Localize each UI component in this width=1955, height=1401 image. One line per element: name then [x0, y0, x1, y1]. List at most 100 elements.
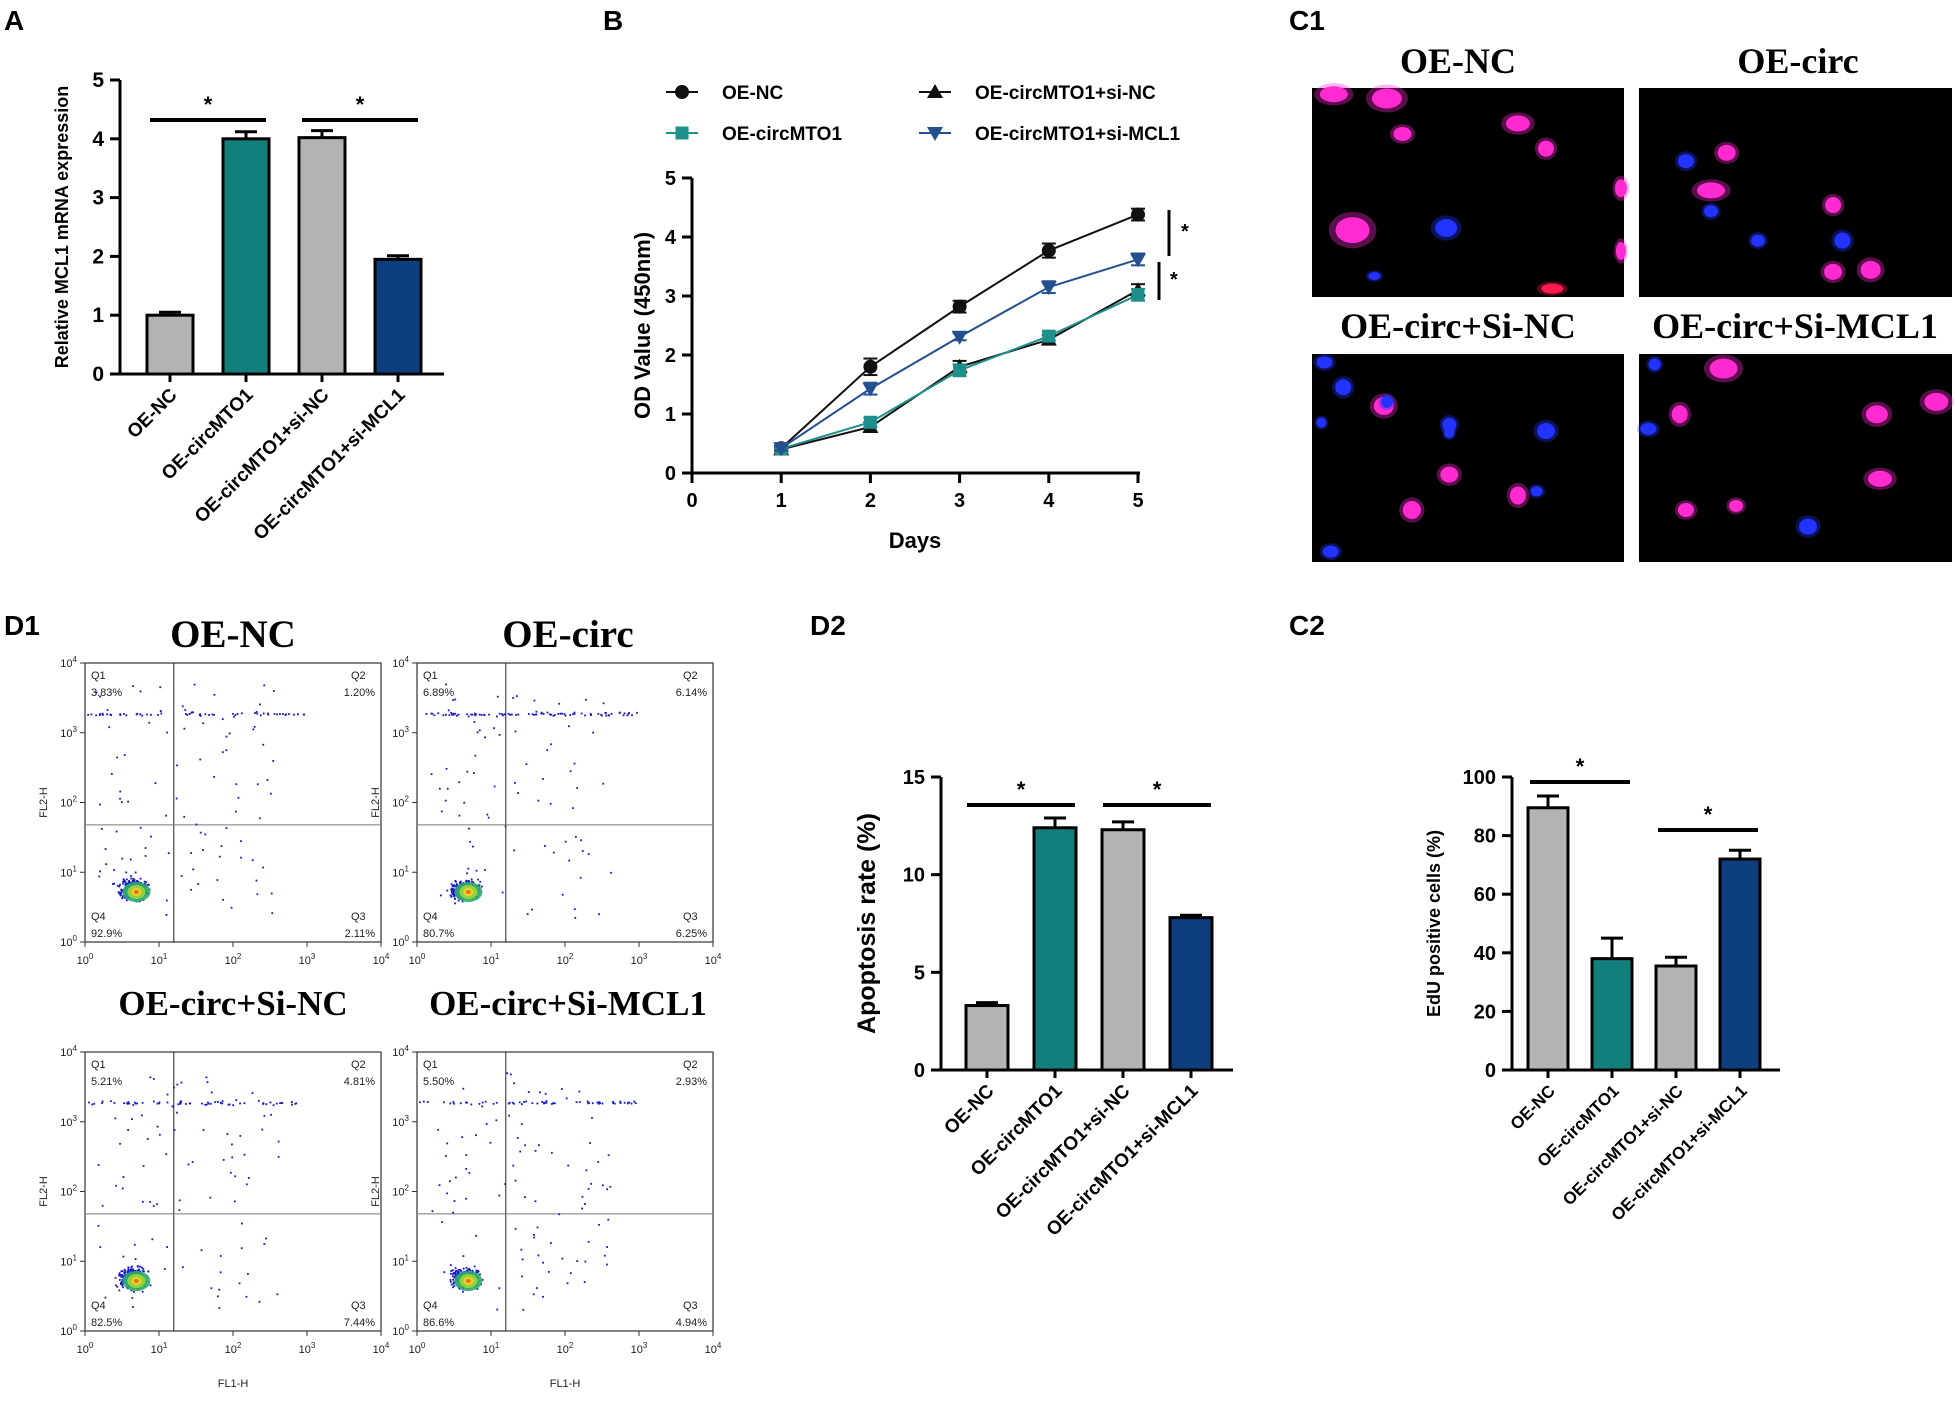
flow-event: [610, 871, 613, 874]
flow-event: [511, 1101, 514, 1104]
flow-event: [459, 880, 462, 883]
flow-event: [488, 713, 490, 716]
flow-event: [137, 880, 140, 883]
x-tick-label: 101: [151, 1341, 168, 1356]
tick-base: 10: [77, 1344, 89, 1356]
tick-exponent: 0: [89, 1341, 94, 1350]
flow-event: [633, 1100, 636, 1103]
flow-event: [231, 712, 234, 715]
flow-event: [99, 695, 102, 698]
quadrant-value-q1: 5.50%: [423, 1076, 454, 1088]
flow-event: [105, 863, 107, 866]
flow-event: [473, 1265, 476, 1268]
series-line: [780, 258, 1139, 450]
flow-event: [150, 713, 152, 716]
flow-event: [507, 1102, 510, 1105]
y-tick-label: 5: [92, 69, 104, 92]
panel-label-d1: D1: [4, 610, 40, 641]
tick-exponent: 2: [73, 1184, 78, 1193]
flow-event: [473, 721, 476, 723]
flow-event: [143, 1270, 145, 1273]
flow-event: [453, 1102, 455, 1105]
flow-event: [531, 908, 533, 911]
flow-event: [459, 1269, 461, 1271]
flow-event: [478, 1103, 481, 1105]
flow-event: [160, 712, 163, 715]
flow-event: [165, 899, 168, 902]
flow-event: [262, 743, 265, 746]
microscopy-image: [1639, 354, 1952, 562]
flow-event: [452, 1269, 454, 1272]
significance-star: *: [1576, 754, 1585, 779]
flow-event: [453, 1200, 456, 1202]
tick-base: 10: [705, 1344, 717, 1356]
legend-entry: OE-NC: [666, 83, 784, 104]
flow-event: [120, 888, 123, 891]
flow-event: [419, 1101, 421, 1104]
flow-event: [589, 713, 592, 715]
tick-base: 10: [392, 1326, 404, 1338]
flow-event: [475, 869, 478, 872]
flow-event: [125, 871, 128, 874]
quadrant-value-q4: 82.5%: [91, 1317, 122, 1329]
significance-star: *: [1153, 777, 1162, 802]
flow-event: [466, 770, 469, 773]
flow-event: [193, 683, 196, 686]
flow-event: [512, 1164, 515, 1167]
flow-event: [462, 1087, 465, 1090]
flow-event: [569, 1272, 572, 1275]
flow-event: [216, 1101, 219, 1103]
y-tick-label: 100: [392, 1323, 409, 1338]
flow-event: [441, 1221, 444, 1224]
flow-event: [454, 902, 456, 905]
flow-event: [129, 1268, 132, 1271]
flow-panel: OE-circ+Si-NC Q1 5.21% Q2 4.81% Q4 82.5% Q3 7.44…: [38, 984, 390, 1390]
flow-event: [97, 1224, 100, 1227]
flow-event: [122, 1176, 125, 1178]
flow-event: [114, 1276, 117, 1279]
flow-event: [173, 1086, 175, 1089]
data-point: [1131, 207, 1145, 222]
flow-event: [444, 1155, 447, 1157]
flow-event: [139, 690, 142, 693]
y-tick-label: 100: [1463, 767, 1496, 789]
flow-event: [455, 884, 458, 887]
flow-event: [123, 1102, 126, 1105]
flow-event: [115, 1284, 117, 1287]
flow-event: [116, 1285, 119, 1288]
flow-event: [585, 1169, 588, 1172]
nucleus: [1371, 88, 1402, 109]
tick-base: 10: [631, 955, 643, 967]
flow-event: [450, 1269, 453, 1272]
nucleus: [1717, 144, 1736, 161]
quadrant-name: Q1: [91, 1059, 106, 1071]
flow-event: [253, 725, 256, 728]
flow-event: [602, 702, 605, 705]
tick-base: 10: [299, 955, 311, 967]
x-tick-label: 103: [299, 1341, 316, 1356]
quadrant-value-q2: 2.93%: [676, 1076, 707, 1088]
nucleus: [1750, 234, 1765, 247]
flow-event: [188, 713, 191, 715]
flow-event: [569, 714, 572, 716]
tick-base: 10: [392, 1256, 404, 1268]
flow-event: [131, 1297, 134, 1299]
flow-event: [504, 825, 507, 828]
flow-event: [90, 713, 93, 716]
flow-event: [524, 1144, 526, 1147]
flow-event: [534, 1200, 537, 1203]
flow-event: [202, 849, 204, 851]
flow-event: [267, 713, 270, 716]
tick-exponent: 4: [73, 655, 78, 664]
flow-event: [131, 1269, 134, 1272]
flow-event: [141, 1101, 144, 1104]
flow-x-label: FL1-H: [550, 1378, 581, 1390]
flow-event: [104, 1296, 107, 1299]
nucleus: [1677, 503, 1694, 517]
flow-event: [535, 1287, 538, 1289]
flow-event: [119, 1283, 122, 1285]
flow-event: [628, 1101, 631, 1104]
flow-event: [272, 760, 275, 762]
data-point: [952, 299, 967, 314]
x-tick-label: 103: [299, 952, 316, 967]
